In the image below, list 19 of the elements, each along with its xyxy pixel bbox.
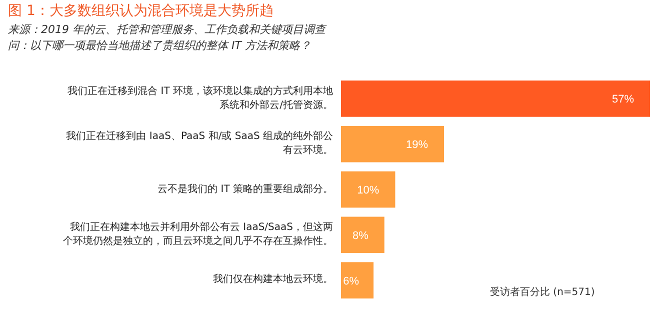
bar — [341, 262, 374, 298]
y-tick-label: 云不是我们的 IT 策略的重要组成部分。 — [156, 182, 333, 196]
source-note: 来源：2019 年的云、托管和管理服务、工作负载和关键项目调查 — [8, 22, 326, 37]
y-tick-label: 我们仅在构建本地云环境。 — [212, 273, 333, 288]
data-label: 8% — [352, 230, 369, 242]
y-tick-label: 我们正在迁移到由 IaaS、PaaS 和/或 SaaS 组成的纯外部公有云环境。 — [65, 130, 333, 158]
data-label: 19% — [406, 139, 428, 152]
bar — [341, 171, 396, 208]
data-label: 6% — [343, 275, 360, 288]
y-tick-label: 我们正在构建本地云并利用外部公有云 IaaS/SaaS，但这两个环境仍然是独立的，而且云环境之间几乎不存在互操作性。 — [63, 220, 333, 249]
text: 图 1：大多数组织认为混合环境是大势所趋 — [8, 2, 274, 20]
annotation: 受访者百分比 (n=571) — [490, 286, 595, 299]
y-tick-label: 我们正在迁移到混合 IT 环境，该环境以集成的方式利用本地系统和外部云/托管资源。 — [66, 84, 333, 113]
bar — [341, 126, 444, 162]
data-label: 10% — [357, 184, 380, 196]
data-label: 57% — [612, 94, 634, 106]
bar — [341, 216, 384, 254]
text: 问：以下哪一项最恰当地描述了贵组织的整体 IT 方法和策略？ — [8, 38, 311, 53]
bar — [341, 80, 650, 117]
